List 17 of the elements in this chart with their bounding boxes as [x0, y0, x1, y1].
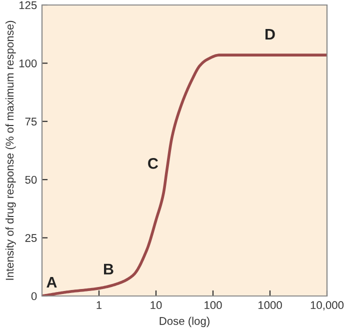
x-axis-title: Dose (log)	[160, 316, 210, 328]
x-tick-label: 1	[96, 301, 102, 309]
x-tick-label: 10,000	[310, 301, 344, 310]
y-axis-title: Intensity of drug response (% of maximum response)	[5, 20, 16, 280]
y-tick-label: 0	[31, 292, 37, 300]
y-tick-label: 25	[25, 234, 37, 242]
annotation: D	[266, 29, 275, 40]
annotation: A	[46, 276, 57, 288]
annotation: B	[104, 264, 114, 274]
y-tick-label: 50	[25, 176, 37, 184]
x-tick-label: 100	[204, 301, 222, 310]
y-tick-label: 75	[25, 118, 37, 126]
y-tick-label: 125	[19, 1, 37, 10]
y-tick-label: 100	[19, 59, 37, 68]
x-tick-label: 1000	[258, 301, 282, 310]
x-tick-label: 10	[150, 301, 162, 310]
annotation: C	[148, 158, 158, 169]
